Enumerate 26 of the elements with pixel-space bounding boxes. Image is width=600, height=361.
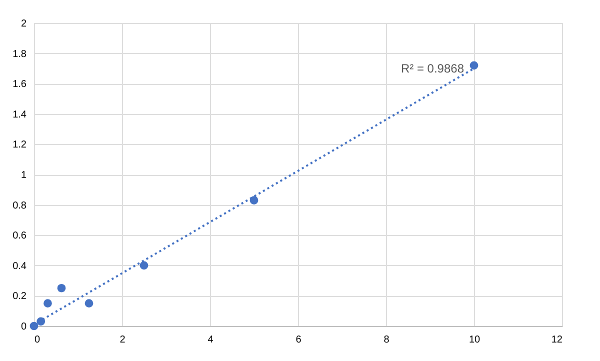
point	[140, 261, 148, 270]
point	[57, 284, 66, 292]
x-tick-label: 4	[208, 334, 214, 346]
point	[30, 322, 38, 330]
x-tick-label: 10	[468, 334, 480, 346]
point	[44, 299, 52, 308]
x-tick-label: 2	[120, 334, 126, 346]
y-tick-label: 0.6	[12, 230, 27, 242]
y-tick-label: 1.2	[12, 140, 27, 151]
point	[470, 61, 478, 70]
x-tick-label: 0	[34, 334, 40, 346]
x-tick-label: 6	[296, 334, 302, 346]
y-tick-label: 1	[20, 170, 27, 181]
y-tick-label: 0.8	[12, 200, 27, 212]
annotation: R² = 0.9868	[400, 61, 464, 76]
y-tick-label: 1.8	[12, 48, 27, 60]
y-tick-label: 2	[20, 18, 27, 30]
x-tick-label: 8	[384, 334, 390, 346]
y-tick-label: 0.2	[12, 291, 27, 302]
y-tick-label: 1.6	[12, 79, 27, 90]
y-tick-label: 1.4	[12, 109, 27, 120]
x-tick-label: 12	[551, 334, 563, 346]
point	[250, 196, 258, 204]
y-tick-label: 0	[20, 322, 27, 332]
y-tick-label: 0.4	[12, 260, 27, 272]
point	[84, 299, 94, 308]
